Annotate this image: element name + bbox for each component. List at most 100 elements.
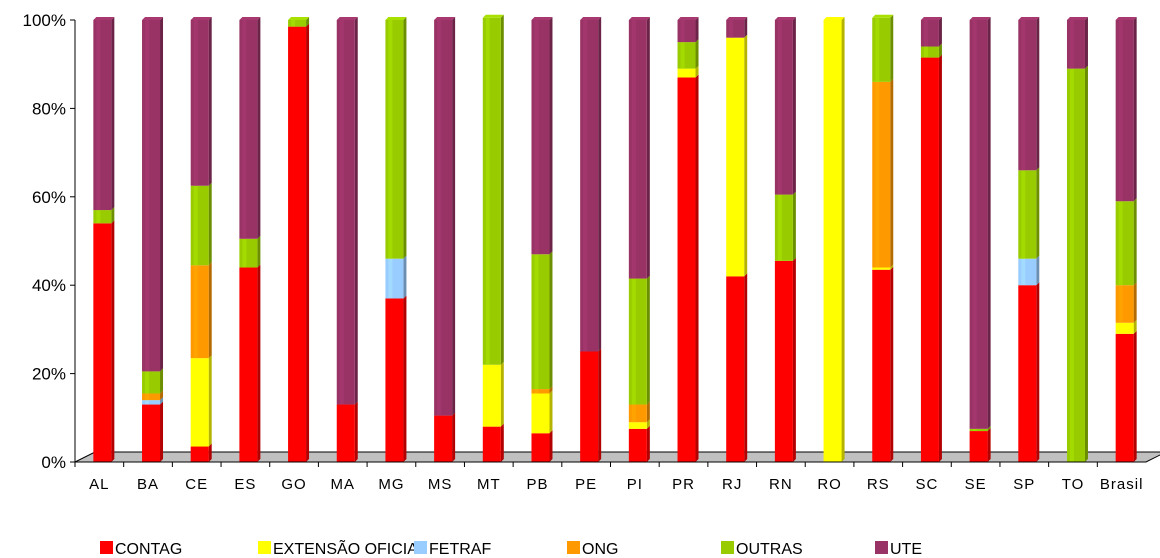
x-tick-label: RS [867, 476, 890, 493]
bar-segment-highlight [777, 260, 782, 462]
bar-segment-side [1133, 198, 1137, 286]
bar-segment-side [987, 425, 991, 432]
bar-segment-side [452, 412, 456, 462]
bar-PB [531, 17, 553, 462]
bar-segment-extens-o-oficial [726, 37, 745, 277]
x-tick-label: PI [627, 476, 643, 493]
bar-segment-highlight [875, 267, 880, 270]
legend-item-ute: UTE [875, 541, 922, 558]
bar-CE [190, 17, 212, 462]
bar-segment-ute [190, 20, 209, 186]
bar-segment-contag [190, 446, 209, 462]
bar-segment-outras [142, 371, 161, 394]
bar-segment-side [208, 262, 212, 359]
chart-floor [74, 451, 1160, 463]
y-tick-label: 0% [41, 453, 66, 472]
bar-segment-side [500, 14, 504, 365]
bar-segment-highlight [145, 371, 150, 394]
legend-swatch [875, 541, 888, 554]
bar-segment-highlight [388, 20, 393, 259]
legend-item-extens-o-oficial: EXTENSÃO OFICIAL [258, 538, 427, 558]
bar-top-cap [93, 17, 115, 20]
bar-segment-contag [1115, 333, 1134, 462]
bar-segment-side [890, 14, 894, 82]
bar-top-cap [142, 17, 164, 20]
bar-top-cap [580, 17, 602, 20]
bar-segment-side [744, 34, 748, 277]
bar-segment-ute [1115, 20, 1134, 202]
bar-top-cap [677, 17, 699, 20]
bar-segment-contag [872, 269, 891, 462]
bar-segment-side [938, 54, 942, 462]
bar-top-cap [1018, 17, 1040, 20]
bar-segment-side [257, 17, 261, 239]
legend-swatch [721, 541, 734, 554]
bar-segment-ute [93, 20, 112, 211]
bar-segment-side [111, 17, 115, 211]
bar-segment-highlight [680, 20, 685, 43]
bar-segment-highlight [1118, 285, 1123, 323]
bar-segment-outras [628, 278, 647, 405]
bar-segment-highlight [339, 20, 344, 405]
bar-BA [142, 17, 164, 462]
bar-segment-highlight [193, 358, 198, 447]
bar-segment-contag [385, 298, 404, 462]
x-tick-label: MG [378, 476, 404, 493]
bar-segment-contag [677, 77, 696, 463]
bar-segment-ong [628, 404, 647, 423]
bar-top-cap [190, 17, 212, 20]
bar-segment-highlight [972, 20, 977, 429]
bar-segment-highlight [193, 20, 198, 186]
bar-segment-side [792, 191, 796, 261]
bar-segment-highlight [875, 17, 880, 82]
bar-top-cap [872, 14, 894, 18]
bar-segment-fetraf [142, 400, 161, 405]
bar-TO [1066, 17, 1088, 463]
bar-segment-side [403, 255, 407, 299]
bar-segment-highlight [680, 77, 685, 463]
bar-segment-side [598, 348, 602, 462]
x-tick-label: CE [185, 476, 208, 493]
bar-segment-contag [239, 267, 258, 462]
legend-label: EXTENSÃO OFICIAL [273, 538, 427, 558]
bar-segment-highlight [631, 20, 636, 279]
bar-segment-side [208, 443, 212, 462]
bar-segment-highlight [777, 20, 782, 195]
bar-segment-extens-o-oficial [482, 364, 501, 427]
legend-label: UTE [890, 541, 922, 558]
bar-segment-ute [336, 20, 355, 405]
bar-segment-side [354, 401, 358, 462]
x-tick-label: RJ [722, 476, 742, 493]
bar-segment-extens-o-oficial [531, 393, 550, 434]
bar-segment-side [890, 266, 894, 462]
bar-segment-outras [920, 46, 939, 58]
bar-segment-outras [1066, 68, 1085, 463]
bar-segment-highlight [145, 400, 150, 405]
x-tick-label: SP [1013, 476, 1035, 493]
bar-segment-side [1036, 255, 1040, 286]
legend-label: ONG [582, 541, 618, 558]
bar-segment-outras [93, 210, 112, 224]
bar-segment-contag [969, 431, 988, 462]
bar-segment-side [695, 74, 699, 463]
bar-segment-extens-o-oficial [190, 358, 209, 447]
bar-segment-highlight [485, 426, 490, 462]
bar-segment-extens-o-oficial [872, 267, 891, 270]
y-tick-label: 20% [32, 365, 66, 384]
bar-segment-outras [239, 238, 258, 268]
x-tick-label: MA [331, 476, 356, 493]
bar-segment-highlight [631, 404, 636, 423]
bar-segment-side [549, 390, 553, 434]
legend-item-ong: ONG [567, 541, 618, 558]
bar-segment-contag [142, 404, 161, 462]
bar-segment-highlight [242, 238, 247, 268]
bar-segment-side [1133, 282, 1137, 323]
bar-segment-contag [531, 433, 550, 462]
bar-segment-side [549, 17, 553, 255]
bar-segment-side [452, 17, 456, 416]
x-tick-label: ES [234, 476, 256, 493]
bar-top-cap [920, 17, 942, 20]
bar-top-cap [336, 17, 358, 20]
bar-segment-ute [628, 20, 647, 279]
x-tick-label: GO [281, 476, 306, 493]
